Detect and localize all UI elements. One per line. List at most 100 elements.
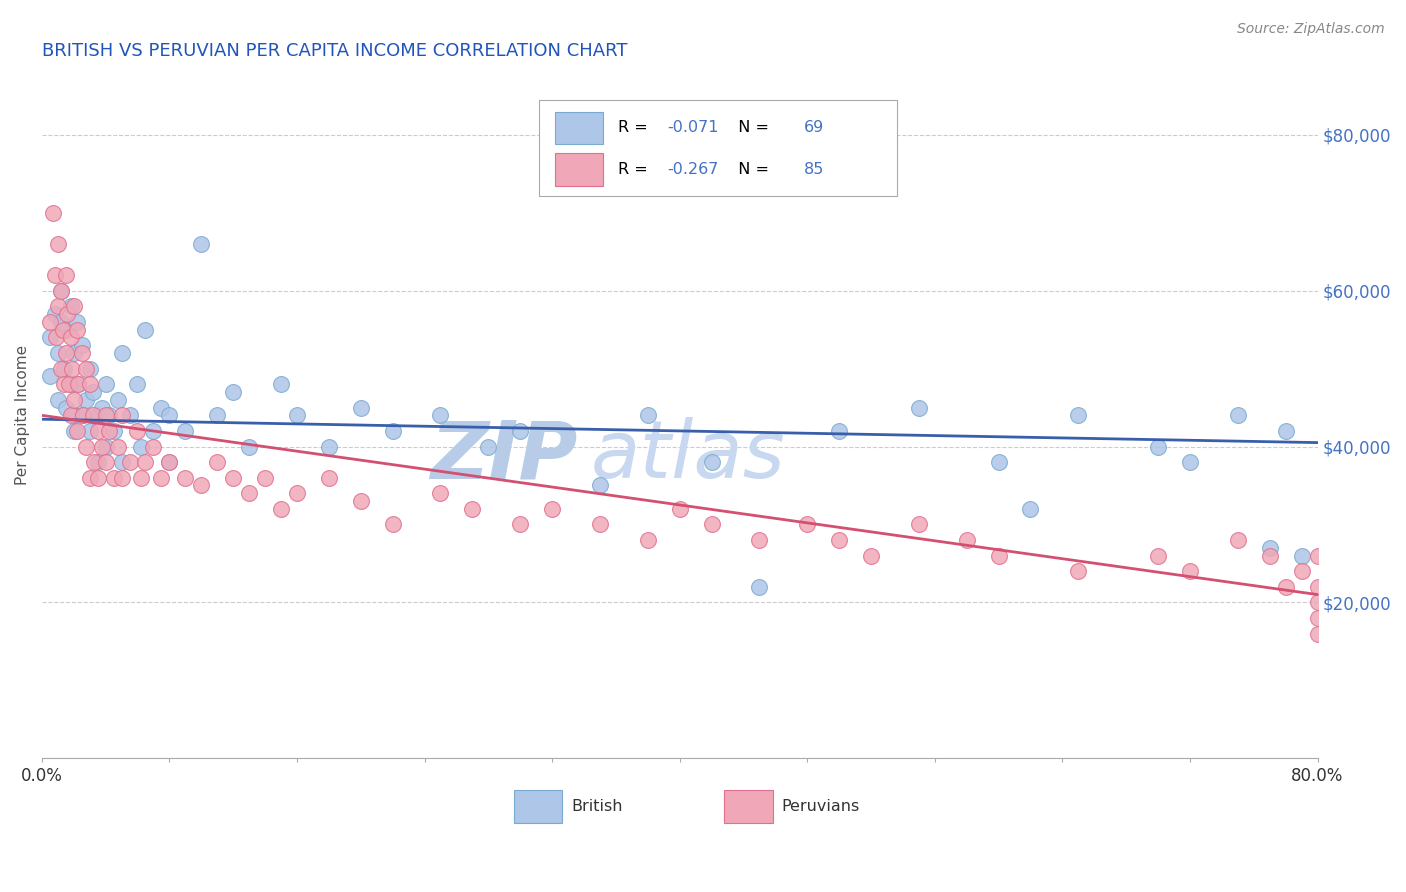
Point [1274,580,1296,594]
Point [53,361,76,376]
Point [254,471,277,485]
Point [1019,501,1042,516]
Point [381,517,404,532]
Point [51,323,73,337]
Point [82,384,104,399]
Point [700,455,723,469]
Point [190,478,212,492]
FancyBboxPatch shape [540,100,897,196]
Point [94,377,117,392]
Point [956,533,979,547]
Point [1258,541,1281,555]
Point [150,401,173,415]
Bar [554,153,603,186]
Point [157,455,180,469]
Point [828,533,851,547]
Text: Peruvians: Peruvians [782,799,860,814]
Point [58,377,80,392]
Point [86,409,108,423]
Point [38,315,60,329]
Point [62,409,84,423]
Point [70,346,93,360]
Point [38,330,60,344]
Point [589,517,612,532]
Point [908,517,931,532]
Point [1226,533,1249,547]
Point [129,440,152,454]
Point [79,471,101,485]
Point [66,424,89,438]
Point [67,377,90,392]
Point [477,440,499,454]
Text: N =: N = [728,161,775,177]
Point [1178,564,1201,578]
Point [86,471,108,485]
Point [270,377,292,392]
Point [796,517,818,532]
Bar [724,790,773,823]
Point [46,236,69,251]
Text: British: British [571,799,623,814]
Point [79,377,101,392]
Point [91,401,114,415]
Point [908,401,931,415]
Point [1258,549,1281,563]
Point [1067,409,1090,423]
Y-axis label: Per Capita Income: Per Capita Income [15,345,30,485]
Point [110,346,132,360]
Point [86,424,108,438]
Point [97,409,120,423]
Point [60,361,83,376]
Point [38,369,60,384]
Point [318,440,340,454]
Point [205,409,228,423]
Point [1306,549,1329,563]
Point [107,392,129,407]
Point [190,236,212,251]
Point [1291,564,1313,578]
Point [49,315,72,329]
Point [97,424,120,438]
Point [53,377,76,392]
Point [62,392,84,407]
Point [46,346,69,360]
Point [107,440,129,454]
Point [44,268,66,282]
Point [103,424,125,438]
Point [49,284,72,298]
Point [62,424,84,438]
Point [222,471,245,485]
Point [62,299,84,313]
Text: BRITISH VS PERUVIAN PER CAPITA INCOME CORRELATION CHART: BRITISH VS PERUVIAN PER CAPITA INCOME CO… [42,42,627,60]
Point [318,471,340,485]
Point [49,361,72,376]
Point [94,409,117,423]
Point [285,486,308,500]
Point [72,409,94,423]
Point [75,361,97,376]
Text: -0.267: -0.267 [666,161,718,177]
Point [59,377,82,392]
Point [987,455,1010,469]
Point [94,440,117,454]
Point [1306,626,1329,640]
Point [46,299,69,313]
Point [142,424,165,438]
Point [94,455,117,469]
Text: R =: R = [619,120,654,136]
Point [174,424,197,438]
Point [429,409,451,423]
Point [509,424,531,438]
Point [67,377,90,392]
Point [91,440,114,454]
Point [1306,611,1329,625]
Point [66,315,89,329]
Point [103,471,125,485]
Point [70,338,93,352]
Point [129,471,152,485]
Point [118,409,141,423]
Point [637,409,659,423]
Point [44,307,66,321]
Point [45,330,67,344]
Point [59,299,82,313]
